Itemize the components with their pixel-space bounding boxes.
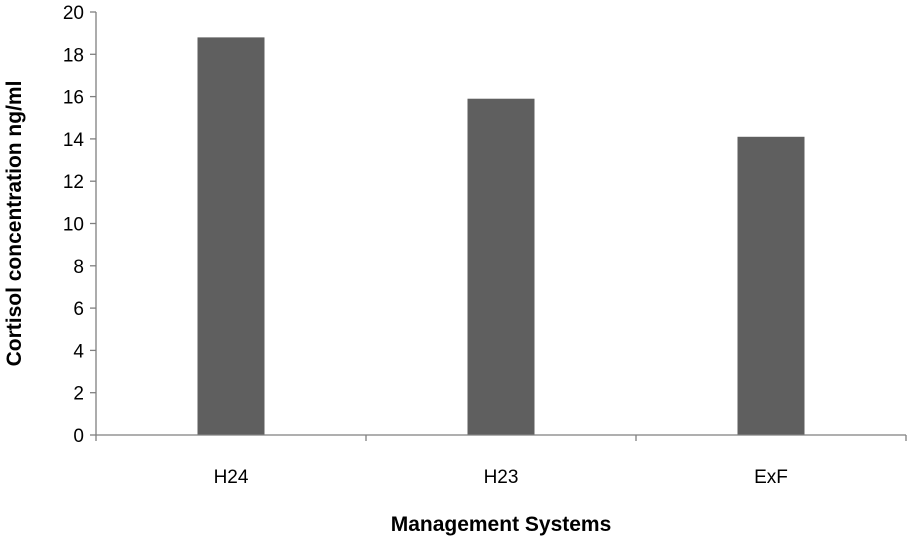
x-axis-tick-labels: H24 H23 ExF (214, 467, 788, 488)
y-tick-label: 10 (63, 215, 84, 236)
y-tick-label: 4 (73, 341, 84, 362)
x-axis-title: Management Systems (391, 513, 612, 536)
y-axis-ticks: 0 2 4 6 8 10 12 14 16 18 20 (63, 3, 96, 447)
y-tick-label: 2 (73, 384, 84, 405)
y-tick-label: 20 (63, 3, 84, 24)
y-tick-label: 0 (73, 426, 84, 447)
bar-exf (737, 136, 805, 435)
x-tick-label: H23 (484, 467, 519, 488)
y-tick-label: 18 (63, 45, 84, 66)
y-tick-label: 6 (73, 299, 84, 320)
y-tick-label: 12 (63, 172, 84, 193)
x-axis-ticks (95, 435, 907, 441)
y-axis-title: Cortisol concentration ng/ml (3, 81, 26, 367)
bar-h24 (197, 37, 265, 435)
y-tick-label: 14 (63, 130, 85, 151)
x-tick-label: H24 (214, 467, 249, 488)
x-tick-label: ExF (754, 467, 788, 488)
bar-h23 (467, 98, 535, 435)
bar-group (197, 37, 805, 435)
y-tick-label: 8 (73, 257, 84, 278)
y-tick-label: 16 (63, 88, 84, 109)
